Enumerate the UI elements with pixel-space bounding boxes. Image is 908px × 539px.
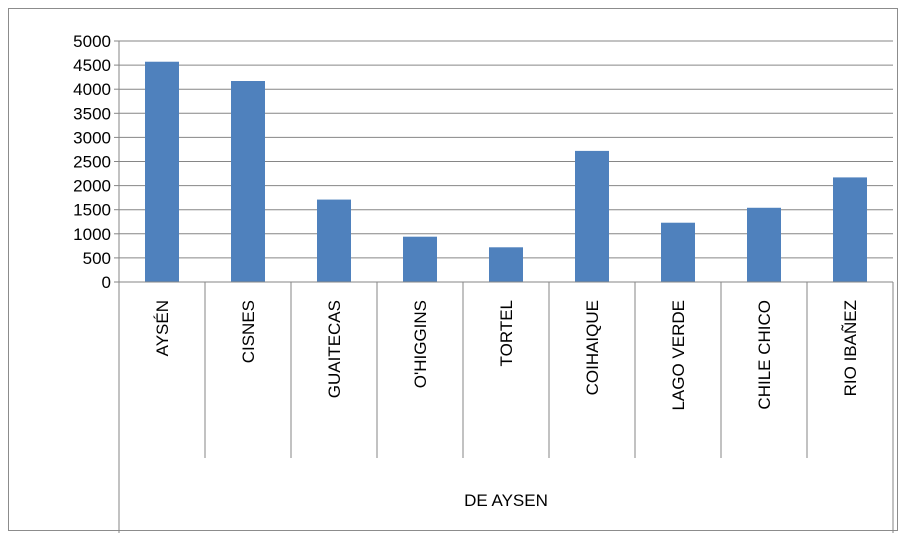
- bar-4: [489, 247, 523, 282]
- bar-6: [661, 222, 695, 282]
- bar-0: [145, 61, 179, 283]
- bar-1: [231, 81, 265, 282]
- y-tick-label: 4500: [73, 56, 111, 75]
- category-label: CHILE CHICO: [755, 300, 774, 410]
- y-tick-label: 1500: [73, 201, 111, 220]
- category-label: GUAITECAS: [325, 300, 344, 398]
- y-tick-label: 2000: [73, 177, 111, 196]
- category-label: TORTEL: [497, 300, 516, 366]
- bar-8: [833, 177, 867, 282]
- category-label: LAGO VERDE: [669, 300, 688, 411]
- category-label: O'HIGGINS: [411, 300, 430, 388]
- category-label: CISNES: [239, 300, 258, 363]
- bar-5: [575, 150, 609, 282]
- y-tick-label: 3000: [73, 128, 111, 147]
- y-tick-label: 3500: [73, 104, 111, 123]
- y-tick-label: 0: [102, 273, 111, 292]
- group-label: DE AYSEN: [464, 491, 548, 510]
- category-label: AYSÉN: [153, 300, 172, 356]
- bar-7: [747, 207, 781, 282]
- category-label: COIHAIQUE: [583, 300, 602, 395]
- y-tick-label: 500: [83, 249, 111, 268]
- y-tick-label: 1000: [73, 225, 111, 244]
- y-tick-label: 5000: [73, 32, 111, 51]
- bar-2: [317, 199, 351, 282]
- category-label: RIO IBAÑEZ: [841, 300, 860, 396]
- bar-3: [403, 236, 437, 282]
- y-tick-label: 4000: [73, 80, 111, 99]
- y-tick-label: 2500: [73, 153, 111, 172]
